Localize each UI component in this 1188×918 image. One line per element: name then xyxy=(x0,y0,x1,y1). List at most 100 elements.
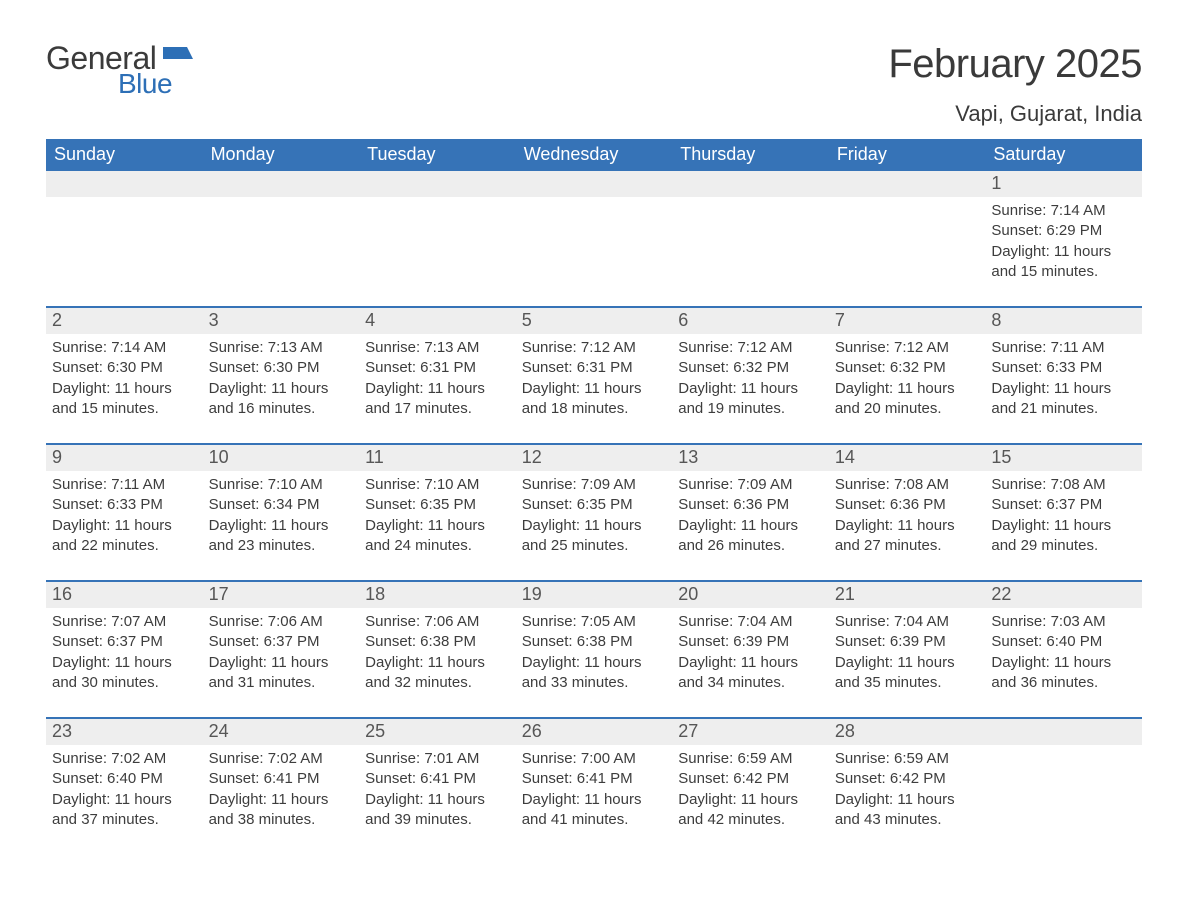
calendar-cell xyxy=(203,171,360,307)
day-number: 2 xyxy=(46,308,203,334)
calendar-cell: 28Sunrise: 6:59 AMSunset: 6:42 PMDayligh… xyxy=(829,718,986,849)
day-content: Sunrise: 7:13 AMSunset: 6:31 PMDaylight:… xyxy=(359,334,516,443)
day-number: 22 xyxy=(985,582,1142,608)
day-number xyxy=(516,171,673,197)
calendar-cell: 1Sunrise: 7:14 AMSunset: 6:29 PMDaylight… xyxy=(985,171,1142,307)
calendar-cell: 6Sunrise: 7:12 AMSunset: 6:32 PMDaylight… xyxy=(672,307,829,444)
calendar-cell: 14Sunrise: 7:08 AMSunset: 6:36 PMDayligh… xyxy=(829,444,986,581)
day-number: 17 xyxy=(203,582,360,608)
day-content: Sunrise: 7:03 AMSunset: 6:40 PMDaylight:… xyxy=(985,608,1142,717)
calendar-cell: 19Sunrise: 7:05 AMSunset: 6:38 PMDayligh… xyxy=(516,581,673,718)
day-content xyxy=(203,197,360,301)
calendar-row: 23Sunrise: 7:02 AMSunset: 6:40 PMDayligh… xyxy=(46,718,1142,849)
calendar-cell: 4Sunrise: 7:13 AMSunset: 6:31 PMDaylight… xyxy=(359,307,516,444)
location: Vapi, Gujarat, India xyxy=(888,101,1142,127)
day-content: Sunrise: 7:14 AMSunset: 6:30 PMDaylight:… xyxy=(46,334,203,443)
calendar-table: Sunday Monday Tuesday Wednesday Thursday… xyxy=(46,139,1142,849)
day-content: Sunrise: 6:59 AMSunset: 6:42 PMDaylight:… xyxy=(672,745,829,849)
day-content: Sunrise: 7:10 AMSunset: 6:35 PMDaylight:… xyxy=(359,471,516,580)
day-number: 12 xyxy=(516,445,673,471)
calendar-cell: 3Sunrise: 7:13 AMSunset: 6:30 PMDaylight… xyxy=(203,307,360,444)
col-header: Sunday xyxy=(46,139,203,171)
calendar-cell xyxy=(359,171,516,307)
day-content: Sunrise: 7:12 AMSunset: 6:31 PMDaylight:… xyxy=(516,334,673,443)
day-content xyxy=(359,197,516,301)
day-content: Sunrise: 7:07 AMSunset: 6:37 PMDaylight:… xyxy=(46,608,203,717)
day-number: 20 xyxy=(672,582,829,608)
day-number: 13 xyxy=(672,445,829,471)
calendar-cell: 15Sunrise: 7:08 AMSunset: 6:37 PMDayligh… xyxy=(985,444,1142,581)
calendar-cell: 9Sunrise: 7:11 AMSunset: 6:33 PMDaylight… xyxy=(46,444,203,581)
month-title: February 2025 xyxy=(888,42,1142,87)
calendar-cell: 7Sunrise: 7:12 AMSunset: 6:32 PMDaylight… xyxy=(829,307,986,444)
logo: General Blue xyxy=(46,42,193,98)
day-number: 4 xyxy=(359,308,516,334)
day-number: 16 xyxy=(46,582,203,608)
day-content xyxy=(672,197,829,301)
day-number: 10 xyxy=(203,445,360,471)
day-number: 11 xyxy=(359,445,516,471)
day-content xyxy=(829,197,986,301)
day-content: Sunrise: 6:59 AMSunset: 6:42 PMDaylight:… xyxy=(829,745,986,849)
day-content: Sunrise: 7:05 AMSunset: 6:38 PMDaylight:… xyxy=(516,608,673,717)
calendar-cell: 24Sunrise: 7:02 AMSunset: 6:41 PMDayligh… xyxy=(203,718,360,849)
day-number xyxy=(203,171,360,197)
day-content: Sunrise: 7:10 AMSunset: 6:34 PMDaylight:… xyxy=(203,471,360,580)
col-header: Monday xyxy=(203,139,360,171)
calendar-cell xyxy=(985,718,1142,849)
calendar-cell: 18Sunrise: 7:06 AMSunset: 6:38 PMDayligh… xyxy=(359,581,516,718)
calendar-row: 2Sunrise: 7:14 AMSunset: 6:30 PMDaylight… xyxy=(46,307,1142,444)
day-number: 27 xyxy=(672,719,829,745)
calendar-cell: 10Sunrise: 7:10 AMSunset: 6:34 PMDayligh… xyxy=(203,444,360,581)
day-number: 24 xyxy=(203,719,360,745)
col-header: Thursday xyxy=(672,139,829,171)
calendar-cell: 13Sunrise: 7:09 AMSunset: 6:36 PMDayligh… xyxy=(672,444,829,581)
day-content: Sunrise: 7:06 AMSunset: 6:37 PMDaylight:… xyxy=(203,608,360,717)
day-number xyxy=(46,171,203,197)
day-number: 18 xyxy=(359,582,516,608)
day-content: Sunrise: 7:09 AMSunset: 6:36 PMDaylight:… xyxy=(672,471,829,580)
col-header: Saturday xyxy=(985,139,1142,171)
header-row: Sunday Monday Tuesday Wednesday Thursday… xyxy=(46,139,1142,171)
day-content: Sunrise: 7:06 AMSunset: 6:38 PMDaylight:… xyxy=(359,608,516,717)
day-content: Sunrise: 7:00 AMSunset: 6:41 PMDaylight:… xyxy=(516,745,673,849)
day-content: Sunrise: 7:13 AMSunset: 6:30 PMDaylight:… xyxy=(203,334,360,443)
calendar-cell: 20Sunrise: 7:04 AMSunset: 6:39 PMDayligh… xyxy=(672,581,829,718)
calendar-cell: 21Sunrise: 7:04 AMSunset: 6:39 PMDayligh… xyxy=(829,581,986,718)
day-number: 21 xyxy=(829,582,986,608)
calendar-cell: 25Sunrise: 7:01 AMSunset: 6:41 PMDayligh… xyxy=(359,718,516,849)
calendar-row: 1Sunrise: 7:14 AMSunset: 6:29 PMDaylight… xyxy=(46,171,1142,307)
day-content xyxy=(985,745,1142,849)
calendar-cell: 26Sunrise: 7:00 AMSunset: 6:41 PMDayligh… xyxy=(516,718,673,849)
day-number: 8 xyxy=(985,308,1142,334)
day-number: 19 xyxy=(516,582,673,608)
day-content: Sunrise: 7:08 AMSunset: 6:37 PMDaylight:… xyxy=(985,471,1142,580)
calendar-body: 1Sunrise: 7:14 AMSunset: 6:29 PMDaylight… xyxy=(46,171,1142,849)
day-content: Sunrise: 7:11 AMSunset: 6:33 PMDaylight:… xyxy=(985,334,1142,443)
day-content: Sunrise: 7:01 AMSunset: 6:41 PMDaylight:… xyxy=(359,745,516,849)
title-block: February 2025 Vapi, Gujarat, India xyxy=(888,42,1142,135)
header: General Blue February 2025 Vapi, Gujarat… xyxy=(46,42,1142,135)
day-number: 1 xyxy=(985,171,1142,197)
calendar-cell xyxy=(829,171,986,307)
calendar-cell: 27Sunrise: 6:59 AMSunset: 6:42 PMDayligh… xyxy=(672,718,829,849)
day-number: 15 xyxy=(985,445,1142,471)
day-number: 3 xyxy=(203,308,360,334)
day-number: 6 xyxy=(672,308,829,334)
day-content: Sunrise: 7:12 AMSunset: 6:32 PMDaylight:… xyxy=(672,334,829,443)
day-number: 26 xyxy=(516,719,673,745)
calendar-cell xyxy=(672,171,829,307)
day-number: 7 xyxy=(829,308,986,334)
calendar-cell: 17Sunrise: 7:06 AMSunset: 6:37 PMDayligh… xyxy=(203,581,360,718)
logo-word-blue: Blue xyxy=(118,70,193,98)
day-number xyxy=(359,171,516,197)
day-content: Sunrise: 7:04 AMSunset: 6:39 PMDaylight:… xyxy=(829,608,986,717)
day-number: 23 xyxy=(46,719,203,745)
day-number: 9 xyxy=(46,445,203,471)
day-number xyxy=(985,719,1142,745)
day-number xyxy=(829,171,986,197)
day-content: Sunrise: 7:11 AMSunset: 6:33 PMDaylight:… xyxy=(46,471,203,580)
day-content: Sunrise: 7:08 AMSunset: 6:36 PMDaylight:… xyxy=(829,471,986,580)
day-content: Sunrise: 7:04 AMSunset: 6:39 PMDaylight:… xyxy=(672,608,829,717)
day-number: 28 xyxy=(829,719,986,745)
